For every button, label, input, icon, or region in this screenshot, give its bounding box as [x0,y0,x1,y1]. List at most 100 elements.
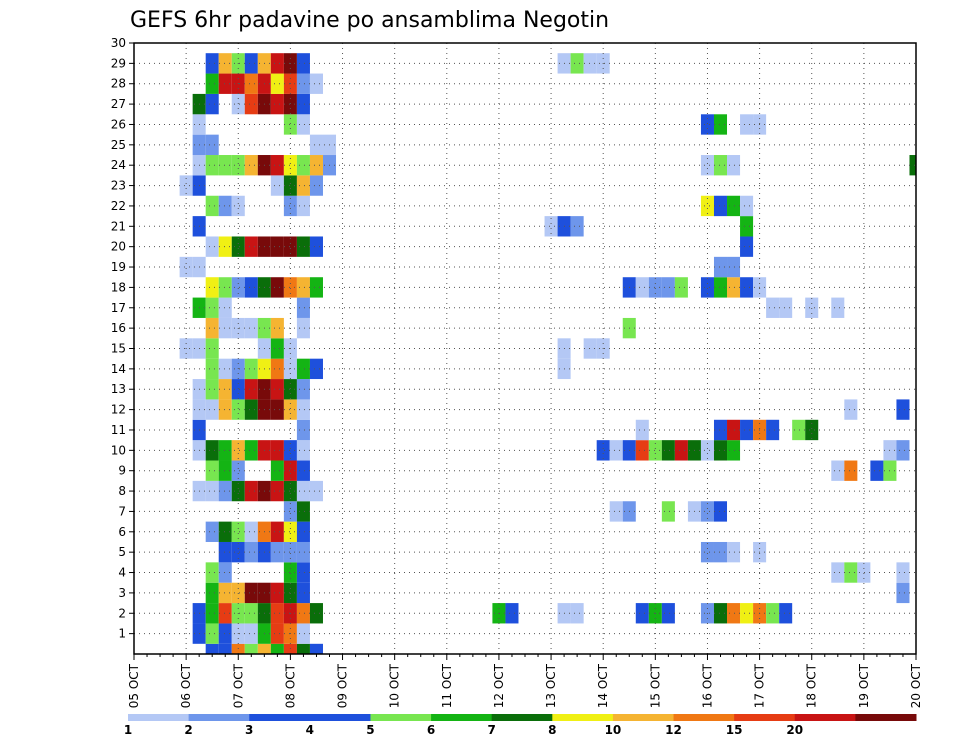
heatmap-cell [570,603,584,624]
heatmap-cell [309,277,323,298]
x-tick-label: 18 OCT [805,663,819,708]
heatmap-cell [296,480,310,502]
heatmap-cell [283,379,297,400]
heatmap-cell [700,114,714,135]
x-tick-label: 10 OCT [388,663,402,708]
heatmap-cell [727,541,741,563]
heatmap-cell [296,541,310,563]
heatmap-cell [766,603,780,624]
heatmap-cell [700,155,714,176]
heatmap-cell [231,155,245,176]
y-tick-label: 5 [118,545,126,559]
heatmap-cell [296,317,310,339]
x-tick-label: 13 OCT [544,663,558,708]
heatmap-cell [218,379,232,400]
heatmap-cell [609,440,623,461]
heatmap-cell [205,297,219,318]
heatmap-cell [740,603,754,624]
heatmap-cell [740,236,754,257]
heatmap-cell [309,358,323,380]
heatmap-cell [727,155,741,176]
heatmap-cell [648,440,662,461]
heatmap-cell [713,541,728,563]
legend-label: 12 [665,723,682,737]
heatmap-cell [296,521,310,542]
legend-label: 4 [306,723,314,737]
heatmap-cell [270,73,284,94]
heatmap-cell [231,195,245,217]
heatmap-cell [270,236,284,257]
heatmap-cell [218,643,232,654]
heatmap-cell [205,440,219,461]
heatmap-cell [205,643,219,654]
y-tick-label: 10 [111,443,126,457]
heatmap-cell [896,582,910,604]
heatmap-cell [283,521,297,542]
legend-label: 3 [245,723,253,737]
heatmap-cell [570,216,584,237]
heatmap-cell [257,643,271,654]
x-tick-label: 09 OCT [336,663,350,708]
heatmap-cell [896,440,910,461]
heatmap-cell [218,460,232,481]
heatmap-cell [831,460,845,481]
heatmap-cell [635,440,649,461]
legend-swatch [370,714,432,721]
heatmap-cell [870,460,884,481]
heatmap-cell [205,358,219,380]
x-tick-label: 14 OCT [596,663,610,708]
heatmap-cell [700,541,714,563]
heatmap-cell [205,53,219,74]
y-tick-label: 18 [111,280,126,294]
heatmap-cell [205,582,219,604]
heatmap-cell [244,399,258,420]
y-tick-label: 19 [111,260,126,274]
heatmap-cell [270,155,284,176]
legend-label: 7 [488,723,496,737]
y-tick-label: 26 [111,117,126,131]
legend-swatch [794,714,856,721]
heatmap-cell [205,480,219,502]
heatmap-cell [844,460,858,481]
heatmap-cell [283,480,297,502]
heatmap-cell [205,399,219,420]
heatmap-cell [713,195,728,217]
heatmap-cell [674,440,688,461]
heatmap-cell [635,603,649,624]
heatmap-cell [661,501,675,522]
heatmap-cell [231,440,245,461]
heatmap-cell [270,399,284,420]
heatmap-cell [296,53,310,74]
x-tick-label: 12 OCT [492,663,506,708]
legend-swatch [552,714,614,721]
heatmap-cell [283,175,297,196]
heatmap-cell [205,379,219,400]
heatmap-cell [296,501,310,522]
heatmap-cell [179,256,193,278]
heatmap-cell [244,277,258,298]
legend-label: 5 [366,723,374,737]
heatmap-cell [635,277,649,298]
heatmap-cell [205,317,219,339]
heatmap-cell [700,440,714,461]
heatmap-cell [205,277,219,298]
heatmap-cell [231,277,245,298]
heatmap-cell [740,114,754,135]
heatmap-cell [283,93,297,115]
heatmap-cell [231,460,245,481]
heatmap-cell [270,460,284,481]
heatmap-cell [283,236,297,257]
legend-swatch [128,714,190,721]
heatmap-cell [231,399,245,420]
x-tick-label: 17 OCT [753,663,767,708]
heatmap-cell [283,582,297,604]
heatmap-cell [231,236,245,257]
heatmap-cell [727,440,741,461]
heatmap-cell [270,582,284,604]
heatmap-cell [700,501,714,522]
heatmap-cell [270,603,284,624]
chart-title: GEFS 6hr padavine po ansamblima Negotin [130,8,609,33]
heatmap-cell [831,297,845,318]
y-tick-label: 24 [111,158,126,172]
legend-swatch [734,714,796,721]
